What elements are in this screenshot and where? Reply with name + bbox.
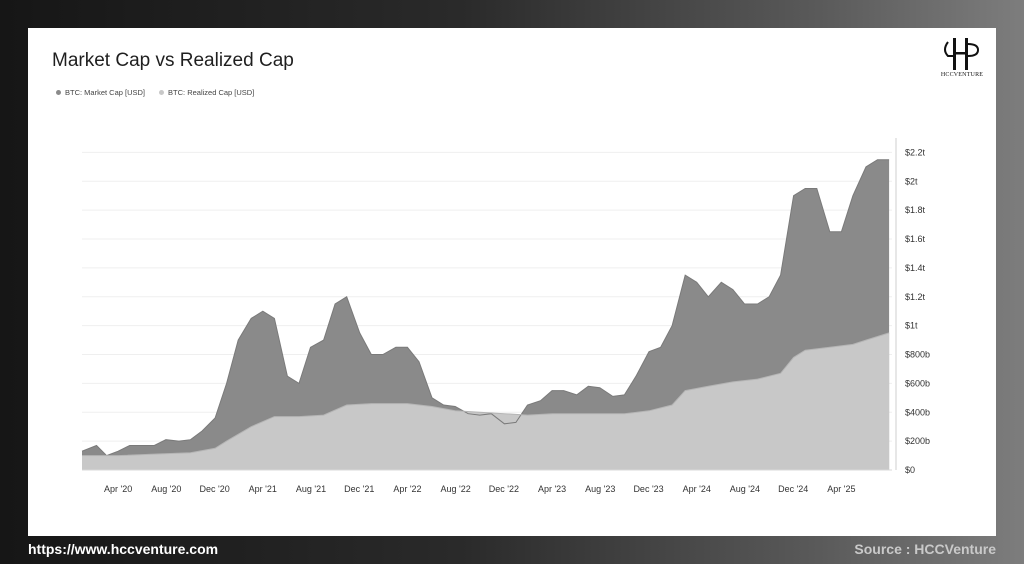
logo-text: HCCVENTURE bbox=[940, 72, 984, 78]
x-tick-label-3: Apr '21 bbox=[249, 484, 277, 494]
x-tick-label-12: Apr '24 bbox=[683, 484, 711, 494]
y-tick-label-10: $2t bbox=[905, 176, 918, 186]
series-line-market-cap bbox=[81, 159, 890, 457]
x-tick-label-1: Aug '20 bbox=[151, 484, 181, 494]
legend: BTC: Market Cap [USD] BTC: Realized Cap … bbox=[56, 88, 254, 97]
chart-title: Market Cap vs Realized Cap bbox=[52, 50, 294, 71]
legend-item-market-cap[interactable]: BTC: Market Cap [USD] bbox=[56, 88, 145, 97]
legend-dot-realized-cap bbox=[159, 90, 165, 95]
logo-mark-icon bbox=[944, 38, 980, 70]
legend-item-realized-cap[interactable]: BTC: Realized Cap [USD] bbox=[159, 88, 254, 97]
x-tick-label-11: Dec '23 bbox=[633, 484, 663, 494]
x-tick-label-8: Dec '22 bbox=[489, 484, 519, 494]
y-tick-label-6: $1.2t bbox=[905, 292, 926, 302]
y-tick-label-0: $0 bbox=[905, 465, 915, 475]
x-tick-label-10: Aug '23 bbox=[585, 484, 615, 494]
x-tick-label-15: Apr '25 bbox=[827, 484, 855, 494]
y-tick-label-8: $1.6t bbox=[905, 234, 926, 244]
series-line-realized-cap bbox=[82, 332, 890, 457]
x-tick-label-14: Dec '24 bbox=[778, 484, 808, 494]
legend-dot-market-cap bbox=[56, 90, 61, 95]
y-tick-label-3: $600b bbox=[905, 378, 930, 388]
area-series-realized-cap bbox=[82, 332, 890, 470]
market-vs-realized-cap-chart: $0 $200b $400b $600b $800b $1t $1.2t $1.4t $1.6t… bbox=[81, 138, 930, 494]
y-tick-label-7: $1.4t bbox=[905, 263, 926, 273]
x-tick-label-13: Aug '24 bbox=[730, 484, 760, 494]
x-tick-label-2: Dec '20 bbox=[200, 484, 230, 494]
y-tick-label-2: $400b bbox=[905, 407, 930, 417]
x-tick-label-4: Aug '21 bbox=[296, 484, 326, 494]
x-tick-label-7: Aug '22 bbox=[440, 484, 470, 494]
legend-label-market-cap: BTC: Market Cap [USD] bbox=[65, 88, 146, 97]
chart-card: Market Cap vs Realized Cap BTC: Market C… bbox=[28, 28, 996, 536]
source-credit: Source : HCCVenture bbox=[854, 541, 996, 557]
legend-label-realized-cap: BTC: Realized Cap [USD] bbox=[168, 88, 255, 97]
y-tick-label-5: $1t bbox=[905, 321, 918, 331]
y-tick-label-1: $200b bbox=[905, 436, 930, 446]
website-url[interactable]: https://www.hccventure.com bbox=[28, 541, 219, 557]
x-tick-label-9: Apr '23 bbox=[538, 484, 566, 494]
x-tick-label-6: Apr '22 bbox=[393, 484, 421, 494]
y-tick-label-9: $1.8t bbox=[905, 205, 926, 215]
y-tick-label-11: $2.2t bbox=[905, 147, 926, 157]
hccventure-logo: HCCVENTURE bbox=[938, 36, 986, 82]
y-tick-label-4: $800b bbox=[905, 350, 930, 360]
x-tick-label-5: Dec '21 bbox=[344, 484, 374, 494]
x-tick-label-0: Apr '20 bbox=[104, 484, 132, 494]
